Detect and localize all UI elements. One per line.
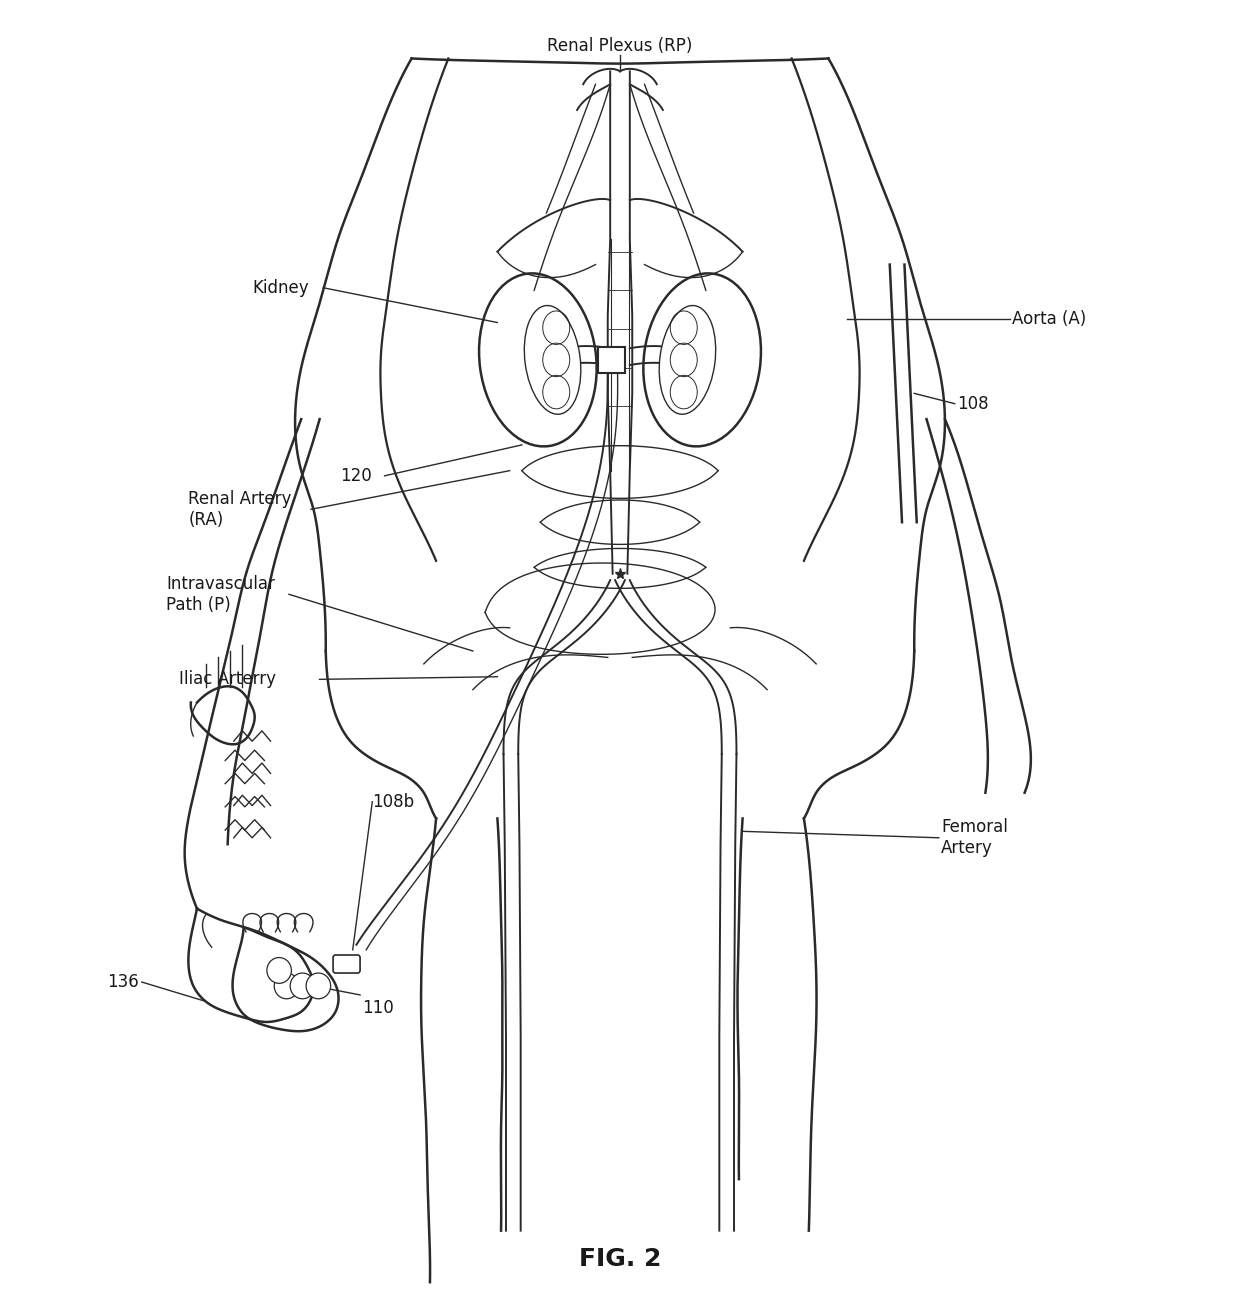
FancyBboxPatch shape bbox=[334, 954, 360, 973]
Text: 136: 136 bbox=[108, 973, 139, 991]
Text: Iliac Arterry: Iliac Arterry bbox=[179, 671, 275, 689]
Circle shape bbox=[274, 973, 299, 999]
Text: Renal Plexus (RP): Renal Plexus (RP) bbox=[547, 36, 693, 55]
Ellipse shape bbox=[479, 273, 596, 447]
Circle shape bbox=[290, 973, 315, 999]
Circle shape bbox=[306, 973, 331, 999]
Text: Femoral
Artery: Femoral Artery bbox=[941, 819, 1008, 857]
Text: Intravascular
Path (P): Intravascular Path (P) bbox=[166, 575, 275, 613]
Ellipse shape bbox=[644, 273, 761, 447]
Text: 108b: 108b bbox=[372, 793, 414, 811]
Text: Aorta (A): Aorta (A) bbox=[1012, 310, 1086, 328]
Text: Renal Artery
(RA): Renal Artery (RA) bbox=[188, 490, 291, 529]
Text: 120: 120 bbox=[341, 467, 372, 484]
Text: 110: 110 bbox=[362, 999, 394, 1017]
Ellipse shape bbox=[660, 306, 715, 414]
Text: FIG. 2: FIG. 2 bbox=[579, 1247, 661, 1271]
FancyBboxPatch shape bbox=[598, 348, 625, 372]
Text: 108: 108 bbox=[957, 395, 988, 413]
Circle shape bbox=[267, 957, 291, 983]
Text: Kidney: Kidney bbox=[252, 279, 309, 297]
Ellipse shape bbox=[525, 306, 580, 414]
